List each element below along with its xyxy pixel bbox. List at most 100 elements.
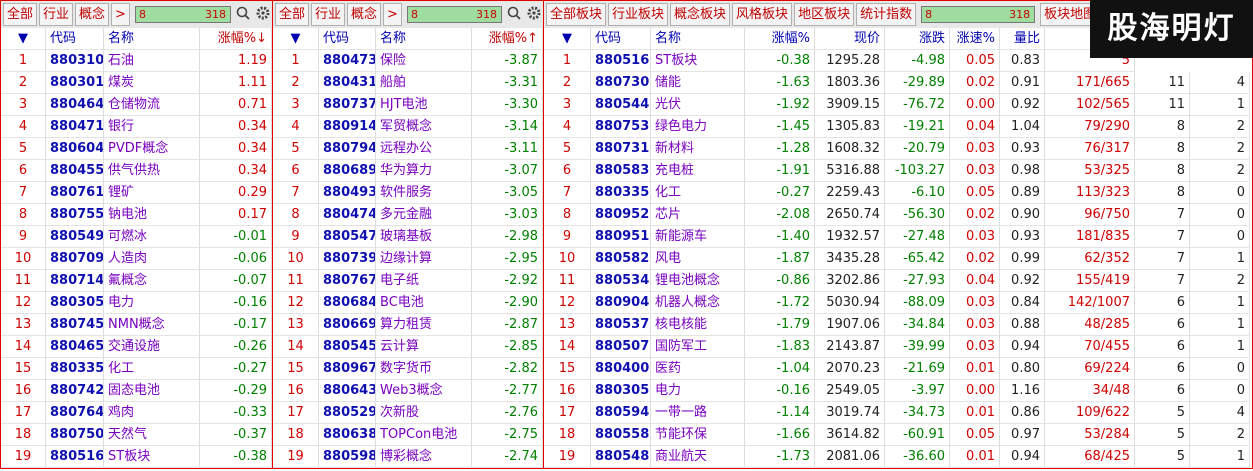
tab[interactable]: 全部板块 (546, 3, 607, 26)
column-header[interactable]: 涨跌 (885, 28, 950, 50)
table-cell: 0.80 (1000, 358, 1045, 380)
table-cell: 电子纸 (376, 270, 472, 292)
table-cell: 钠电池 (104, 204, 200, 226)
search-box[interactable]: 8 318 (406, 6, 502, 23)
table-cell: 15 (544, 358, 591, 380)
tab[interactable]: 概念 (75, 3, 110, 26)
table-cell: 76/317 (1045, 138, 1135, 160)
table-cell: 2 (1190, 270, 1250, 292)
tab[interactable]: 全部 (275, 3, 310, 26)
table-cell: 12 (273, 292, 319, 314)
table-cell: 1907.06 (815, 314, 885, 336)
tab[interactable]: 板块地图 (1040, 3, 1101, 26)
tab[interactable]: 行业 (39, 3, 74, 26)
table-cell: 供气供热 (104, 160, 200, 182)
table-cell: 14 (273, 336, 319, 358)
table-cell: 3 (273, 94, 319, 116)
tab[interactable]: > (111, 3, 130, 26)
tab[interactable]: 地区板块 (794, 3, 855, 26)
table-cell: -0.17 (200, 314, 272, 336)
table-cell: -34.73 (885, 402, 950, 424)
column-header[interactable]: 名称 (104, 28, 200, 50)
table-cell: -1.63 (745, 72, 815, 94)
column-header[interactable]: 量比 (1000, 28, 1045, 50)
table-cell: 880335 (46, 358, 104, 380)
table-cell: 48/285 (1045, 314, 1135, 336)
search-value: 8 (410, 8, 418, 21)
tab[interactable]: 统计指数 (856, 3, 917, 26)
column-header[interactable]: ▼ (1, 28, 46, 50)
search-icon[interactable] (236, 5, 272, 25)
table-cell: -3.97 (885, 380, 950, 402)
table-cell: -0.01 (200, 226, 272, 248)
search-value: 8 (138, 8, 146, 21)
table-cell: 880465 (46, 336, 104, 358)
table-cell: 2259.43 (815, 182, 885, 204)
table-cell: 880455 (46, 160, 104, 182)
table-cell: -3.03 (472, 204, 543, 226)
table-cell: 11 (544, 270, 591, 292)
column-header[interactable]: 涨幅% (745, 28, 815, 50)
search-box[interactable]: 8 318 (921, 6, 1036, 23)
tab[interactable]: 概念 (347, 3, 382, 26)
table-cell: BC电池 (376, 292, 472, 314)
column-header[interactable]: 代码 (46, 28, 104, 50)
tab[interactable]: 风格板块 (732, 3, 793, 26)
table-cell: 11 (1135, 72, 1190, 94)
tab[interactable]: > (383, 3, 402, 26)
table-cell: 880750 (46, 424, 104, 446)
column-header[interactable]: 涨速% (950, 28, 1000, 50)
table-cell: 1932.57 (815, 226, 885, 248)
table-cell: 0.94 (1000, 336, 1045, 358)
table-cell: 880638 (319, 424, 376, 446)
table-cell: 0.92 (1000, 270, 1045, 292)
table-cell: 芯片 (651, 204, 745, 226)
search-box[interactable]: 8 318 (134, 6, 231, 23)
column-header[interactable]: 涨幅%↓ (200, 28, 272, 50)
table-cell: 17 (273, 402, 319, 424)
tab[interactable]: 概念板块 (670, 3, 731, 26)
column-header[interactable]: 涨幅%↑ (472, 28, 543, 50)
table-cell: 充电桩 (651, 160, 745, 182)
column-header[interactable]: 代码 (319, 28, 376, 50)
table-cell: 13 (1, 314, 46, 336)
table-cell: 880967 (319, 358, 376, 380)
table-cell: 节能环保 (651, 424, 745, 446)
table-cell: 0.05 (950, 50, 1000, 72)
table-cell: 玻璃基板 (376, 226, 472, 248)
column-header[interactable]: 现价 (815, 28, 885, 50)
table-cell: 1 (1190, 336, 1250, 358)
table-cell: -2.76 (472, 402, 543, 424)
table-cell: 0.05 (950, 182, 1000, 204)
table-cell: 0.03 (950, 226, 1000, 248)
column-header[interactable]: ▼ (273, 28, 319, 50)
table-cell: 0.94 (1000, 446, 1045, 468)
table-cell: 1 (1190, 446, 1250, 468)
column-header[interactable]: 名称 (651, 28, 745, 50)
search-icon[interactable] (507, 5, 543, 25)
table-cell: 5316.88 (815, 160, 885, 182)
tab[interactable]: 全部 (3, 3, 38, 26)
table-cell: 11 (1135, 94, 1190, 116)
table-cell: 3202.86 (815, 270, 885, 292)
table-cell: 0.93 (1000, 226, 1045, 248)
table-cell: -76.72 (885, 94, 950, 116)
table-cell: 880431 (319, 72, 376, 94)
column-header[interactable]: 代码 (591, 28, 651, 50)
table-cell: 53/284 (1045, 424, 1135, 446)
table-cell: -19.21 (885, 116, 950, 138)
tab[interactable]: 行业 (311, 3, 346, 26)
table-cell: 880529 (319, 402, 376, 424)
table-cell: 医药 (651, 358, 745, 380)
table-cell: ST板块 (651, 50, 745, 72)
icons (236, 6, 270, 20)
table-cell: 数字货币 (376, 358, 472, 380)
table-cell: 880305 (591, 380, 651, 402)
tab[interactable]: 行业板块 (608, 3, 669, 26)
column-header[interactable]: ▼ (544, 28, 591, 50)
column-header[interactable]: 名称 (376, 28, 472, 50)
table-cell: 19 (1, 446, 46, 468)
table-cell: 7 (273, 182, 319, 204)
table-cell: 新材料 (651, 138, 745, 160)
